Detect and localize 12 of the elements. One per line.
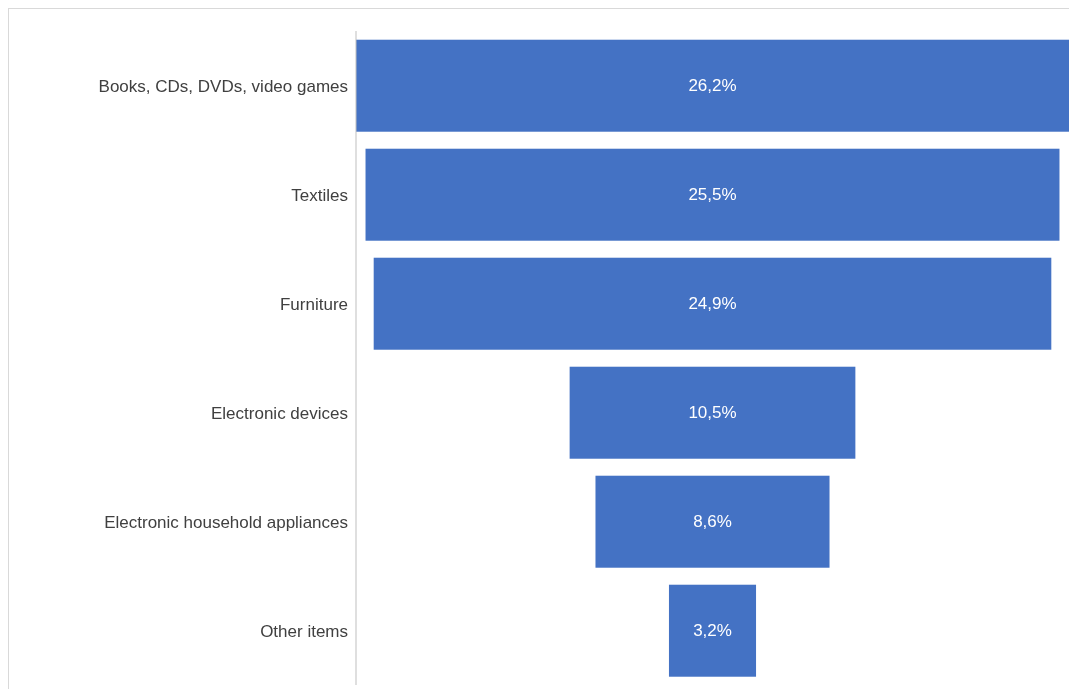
data-label: 26,2% <box>688 76 737 96</box>
category-label: Furniture <box>279 294 348 314</box>
category-label: Electronic household appliances <box>104 512 348 532</box>
data-label: 8,6% <box>693 512 732 532</box>
category-label: Other items <box>260 621 348 641</box>
data-label: 24,9% <box>688 294 737 314</box>
data-label: 25,5% <box>688 185 737 205</box>
category-label: Books, CDs, DVDs, video games <box>98 76 348 96</box>
category-label: Textiles <box>291 185 348 205</box>
category-label: Electronic devices <box>210 403 348 423</box>
data-label: 3,2% <box>693 621 732 641</box>
data-label: 10,5% <box>688 403 737 423</box>
